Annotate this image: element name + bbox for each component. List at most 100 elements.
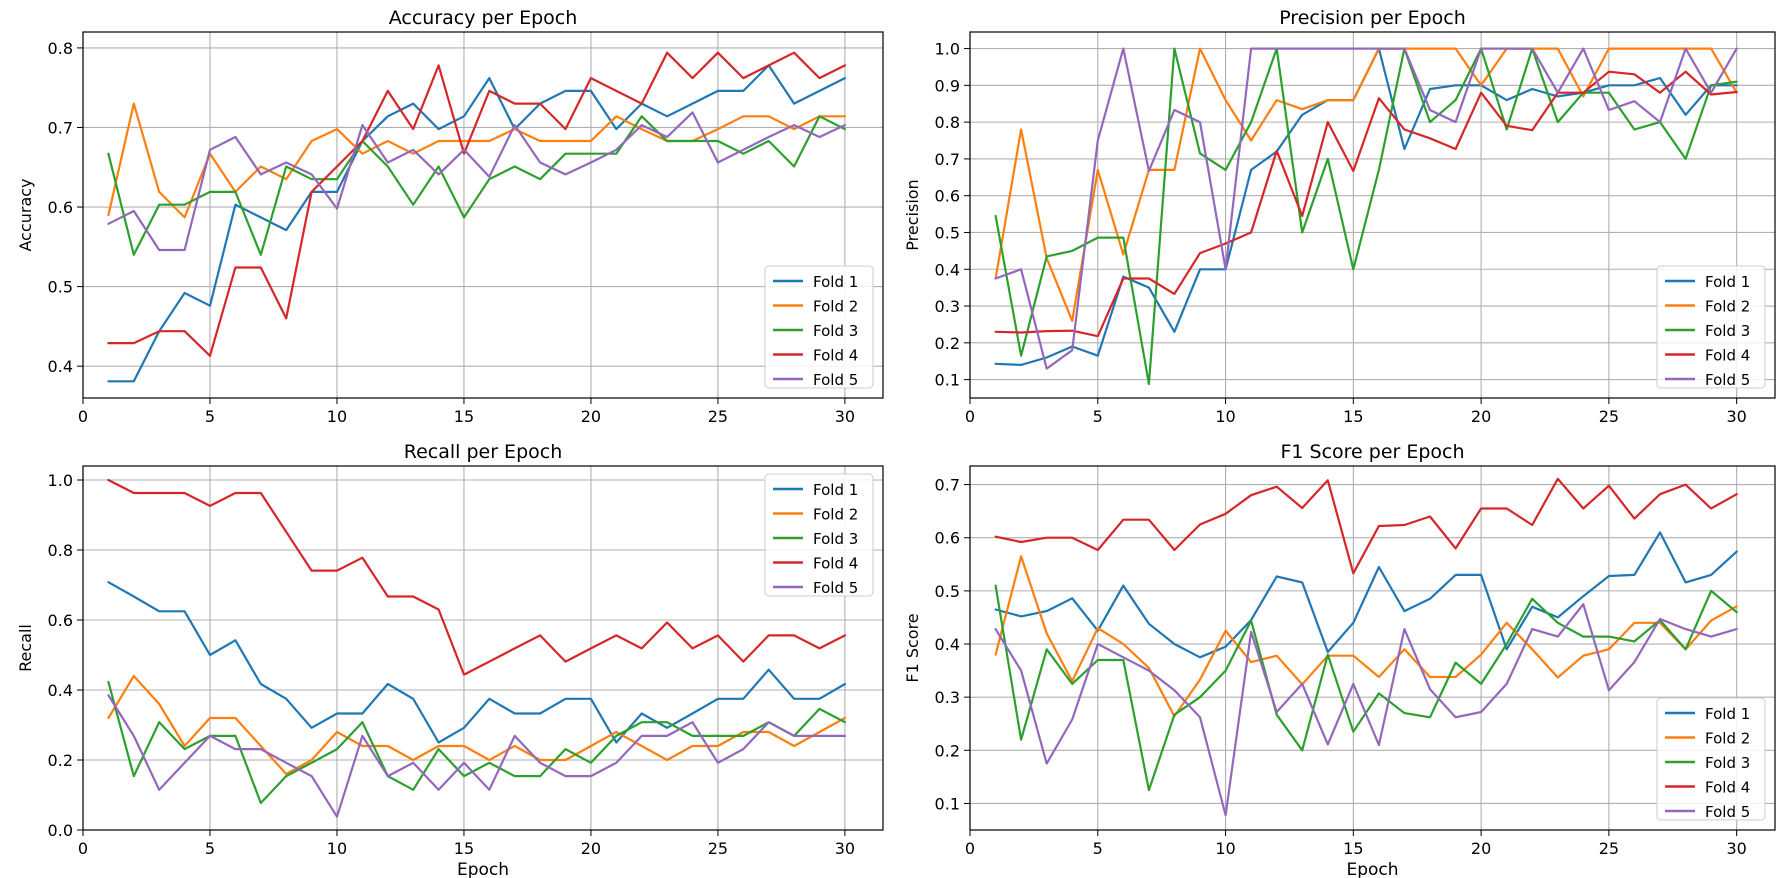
series-line-fold-1 [994, 531, 1738, 659]
series-line-fold-3 [107, 115, 847, 256]
y-tick-label: 0.2 [935, 334, 960, 353]
chart-panel: 0 5 10 15 20 25 30 0.1 0.2 0.3 0.4 0.5 0.6 0.7 F1 Scor… [903, 441, 1776, 878]
y-tick-label: 0.7 [935, 150, 960, 169]
chart-panel: 0 5 10 15 20 25 30 0.4 0.5 0.6 0.7 0.8 Accuracy per … [16, 7, 884, 426]
y-axis-label: F1 Score [903, 613, 922, 682]
y-tick-label: 0.9 [935, 76, 960, 95]
y-axis-label: Recall [16, 624, 35, 672]
x-tick-label: 20 [581, 839, 601, 858]
y-tick-label: 0.4 [935, 260, 960, 279]
x-tick-label: 10 [327, 839, 347, 858]
axes-frame [969, 31, 1776, 399]
legend-label: Fold 2 [813, 298, 858, 316]
legend-label: Fold 3 [1705, 322, 1750, 340]
series-line-fold-5 [107, 111, 847, 252]
legend-label: Fold 2 [1705, 730, 1750, 748]
series-line-fold-3 [994, 47, 1738, 386]
y-tick-label: 0.3 [935, 688, 960, 707]
y-tick-label: 1.0 [48, 471, 73, 490]
y-tick-label: 0.8 [48, 39, 73, 58]
x-tick-label: 25 [708, 839, 728, 858]
series-line-fold-4 [994, 477, 1738, 575]
series-line-fold-4 [107, 478, 847, 676]
x-tick-label: 30 [1726, 839, 1746, 858]
legend-label: Fold 4 [1705, 779, 1750, 797]
legend-label: Fold 5 [813, 371, 858, 389]
x-tick-label: 25 [1599, 839, 1619, 858]
y-tick-label: 0.1 [935, 794, 960, 813]
y-tick-label: 0.8 [48, 541, 73, 560]
axes-frame [969, 465, 1776, 831]
x-tick-label: 5 [205, 839, 215, 858]
legend: Fold 1 Fold 2 Fold 3 Fold 4 Fold 5 [1656, 265, 1766, 389]
chart-title: Accuracy per Epoch [389, 7, 578, 29]
series-line-fold-5 [994, 47, 1738, 370]
y-tick-label: 0.6 [935, 187, 960, 206]
y-tick-label: 0.3 [935, 297, 960, 316]
legend-label: Fold 5 [1705, 371, 1750, 389]
series-line-fold-2 [107, 674, 847, 776]
legend-label: Fold 5 [1705, 803, 1750, 821]
legend-label: Fold 1 [1705, 273, 1750, 291]
y-tick-label: 0.4 [935, 635, 960, 654]
y-tick-label: 0.7 [48, 118, 73, 137]
legend-label: Fold 2 [1705, 298, 1750, 316]
x-axis-label: Epoch [1346, 860, 1398, 878]
x-tick-label: 25 [708, 407, 728, 426]
legend-label: Fold 2 [813, 506, 858, 524]
x-tick-label: 15 [1343, 839, 1363, 858]
series-line-fold-5 [107, 694, 847, 818]
x-tick-label: 30 [1726, 407, 1746, 426]
y-tick-label: 1.0 [935, 40, 960, 59]
y-tick-label: 0.2 [48, 751, 73, 770]
legend-label: Fold 4 [1705, 347, 1750, 365]
y-tick-label: 0.5 [935, 223, 960, 242]
series-line-fold-4 [107, 51, 847, 357]
x-tick-label: 25 [1599, 407, 1619, 426]
x-tick-label: 10 [1215, 839, 1235, 858]
x-tick-label: 10 [327, 407, 347, 426]
y-axis-label: Precision [903, 179, 922, 250]
x-tick-label: 0 [78, 407, 88, 426]
legend: Fold 1 Fold 2 Fold 3 Fold 4 Fold 5 [1656, 697, 1766, 821]
y-axis-label: Accuracy [16, 178, 35, 251]
legend-label: Fold 1 [813, 273, 858, 291]
y-tick-label: 0.0 [48, 821, 73, 840]
x-tick-label: 20 [1471, 407, 1491, 426]
legend-label: Fold 3 [1705, 754, 1750, 772]
series-line-fold-2 [107, 102, 847, 219]
legend-box [1656, 265, 1766, 389]
x-tick-label: 5 [1093, 407, 1103, 426]
chart-title: Recall per Epoch [404, 441, 563, 463]
legend-label: Fold 3 [813, 322, 858, 340]
series-line-fold-5 [994, 603, 1738, 817]
x-tick-label: 0 [78, 839, 88, 858]
y-tick-label: 0.5 [935, 582, 960, 601]
x-tick-label: 15 [1343, 407, 1363, 426]
legend-label: Fold 1 [1705, 705, 1750, 723]
series-line-fold-2 [994, 555, 1738, 718]
y-tick-label: 0.6 [48, 198, 73, 217]
legend-box [764, 265, 874, 389]
y-tick-label: 0.6 [935, 529, 960, 548]
x-tick-label: 15 [454, 839, 474, 858]
y-tick-label: 0.7 [935, 476, 960, 495]
legend-label: Fold 5 [813, 579, 858, 597]
legend-label: Fold 4 [813, 555, 858, 573]
chart-title: F1 Score per Epoch [1280, 441, 1464, 463]
legend-box [1656, 697, 1766, 821]
x-tick-label: 30 [835, 407, 855, 426]
y-tick-label: 0.4 [48, 357, 73, 376]
y-tick-label: 0.4 [48, 681, 73, 700]
x-tick-label: 0 [965, 407, 975, 426]
y-tick-label: 0.8 [935, 113, 960, 132]
series-line-fold-1 [107, 581, 847, 744]
y-tick-label: 0.6 [48, 611, 73, 630]
axes-frame [82, 31, 884, 399]
y-tick-label: 0.2 [935, 741, 960, 760]
chart-panel: 0 5 10 15 20 25 30 0.0 0.2 0.4 0.6 0.8 1.0 Recall per… [16, 441, 884, 878]
series-line-fold-1 [107, 64, 847, 383]
x-tick-label: 30 [835, 839, 855, 858]
series-line-fold-3 [107, 680, 847, 805]
